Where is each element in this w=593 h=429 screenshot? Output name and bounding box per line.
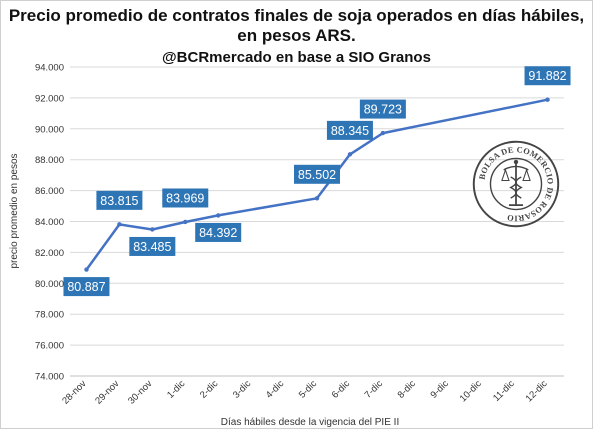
y-tick-label: 84.000	[35, 217, 64, 228]
data-point	[183, 219, 188, 225]
data-label: 89.723	[359, 99, 406, 119]
chart-title-block: Precio promedio de contratos finales de …	[0, 6, 593, 67]
x-tick-label: 4-dic	[264, 378, 287, 401]
chart-title-line-2: en pesos ARS.	[237, 26, 356, 45]
data-labels: 80.887 83.815 83.485 83.969 84.392 85.502 88.3…	[63, 66, 571, 297]
x-tick-label: 6-dic	[330, 378, 353, 401]
data-label-box	[96, 190, 143, 210]
data-point	[314, 196, 320, 201]
data-label-text: 83.969	[166, 191, 204, 205]
y-tick-label: 94.000	[35, 63, 64, 74]
data-label-text: 80.887	[67, 280, 105, 294]
data-label-text: 85.502	[298, 168, 336, 182]
data-label-text: 91.882	[528, 69, 566, 83]
x-tick-label: 10-dic	[458, 378, 484, 404]
y-tick-label: 78.000	[35, 310, 64, 321]
bolsa-de-comercio-de-rosario-logo: BOLSA DE COMERCIO DE ROSARIO	[472, 140, 560, 228]
data-label-box	[326, 120, 373, 140]
x-tick-label: 8-dic	[396, 378, 419, 401]
x-tick-label: 3-dic	[231, 378, 254, 401]
y-tick-label: 90.000	[35, 124, 64, 135]
data-label: 88.345	[326, 120, 373, 140]
x-tick-label: 11-dic	[491, 378, 517, 404]
y-axis-label: precio promedio en pesos	[9, 153, 20, 268]
data-label-text: 89.723	[364, 103, 402, 117]
x-tick-label: 12-dic	[524, 378, 550, 404]
x-tick-label: 7-dic	[363, 378, 386, 401]
x-tick-label: 1-dic	[165, 378, 188, 401]
data-point	[545, 97, 550, 102]
data-label-text: 83.815	[100, 194, 138, 208]
data-label: 91.882	[524, 66, 571, 86]
chart-title-line-1: Precio promedio de contratos finales de …	[8, 6, 585, 25]
data-label-box	[294, 164, 340, 184]
y-tick-label: 86.000	[35, 186, 64, 197]
data-point	[380, 130, 386, 136]
x-axis-label: Días hábiles desde la vigencia del PIE I…	[221, 417, 399, 428]
data-label-box	[63, 277, 110, 297]
data-label-text: 83.485	[133, 240, 171, 254]
y-axis-tick-labels: 74.000 76.000 78.000 80.000 82.000 84.000 86.0…	[35, 63, 64, 383]
data-point	[150, 227, 155, 232]
data-label: 85.502	[294, 164, 340, 184]
data-point	[347, 152, 353, 157]
data-label: 84.392	[195, 222, 242, 242]
x-tick-label: 28-nov	[60, 378, 88, 406]
y-tick-label: 92.000	[35, 93, 64, 104]
x-tick-label: 29-nov	[93, 378, 121, 406]
y-tick-label: 80.000	[35, 279, 64, 290]
data-label: 83.485	[129, 236, 176, 256]
data-label: 83.969	[162, 188, 209, 208]
data-label-box	[162, 188, 209, 208]
y-tick-label: 74.000	[35, 372, 64, 383]
data-label-box	[524, 66, 571, 86]
data-point	[216, 213, 221, 218]
data-label: 80.887	[63, 277, 110, 297]
y-tick-label: 76.000	[35, 341, 64, 352]
x-tick-label: 5-dic	[297, 378, 320, 401]
data-point	[117, 222, 122, 227]
data-label-text: 88.345	[331, 124, 369, 138]
x-axis-tick-labels: 28-nov 29-nov 30-nov 1-dic 2-dic 3-dic 4-dic 5-…	[60, 378, 550, 407]
x-tick-label: 2-dic	[198, 378, 221, 401]
x-tick-label: 30-nov	[126, 378, 154, 406]
series-line	[84, 97, 550, 272]
data-label-box	[195, 222, 242, 242]
data-label-box	[359, 99, 406, 119]
data-label-text: 84.392	[199, 226, 237, 240]
x-tick-label: 9-dic	[429, 378, 452, 401]
chart-subtitle: @BCRmercado en base a SIO Granos	[162, 49, 431, 66]
y-tick-label: 82.000	[35, 248, 64, 259]
data-label-box	[129, 236, 176, 256]
data-label: 83.815	[96, 190, 143, 210]
data-point	[84, 267, 89, 272]
y-tick-label: 88.000	[35, 155, 64, 166]
